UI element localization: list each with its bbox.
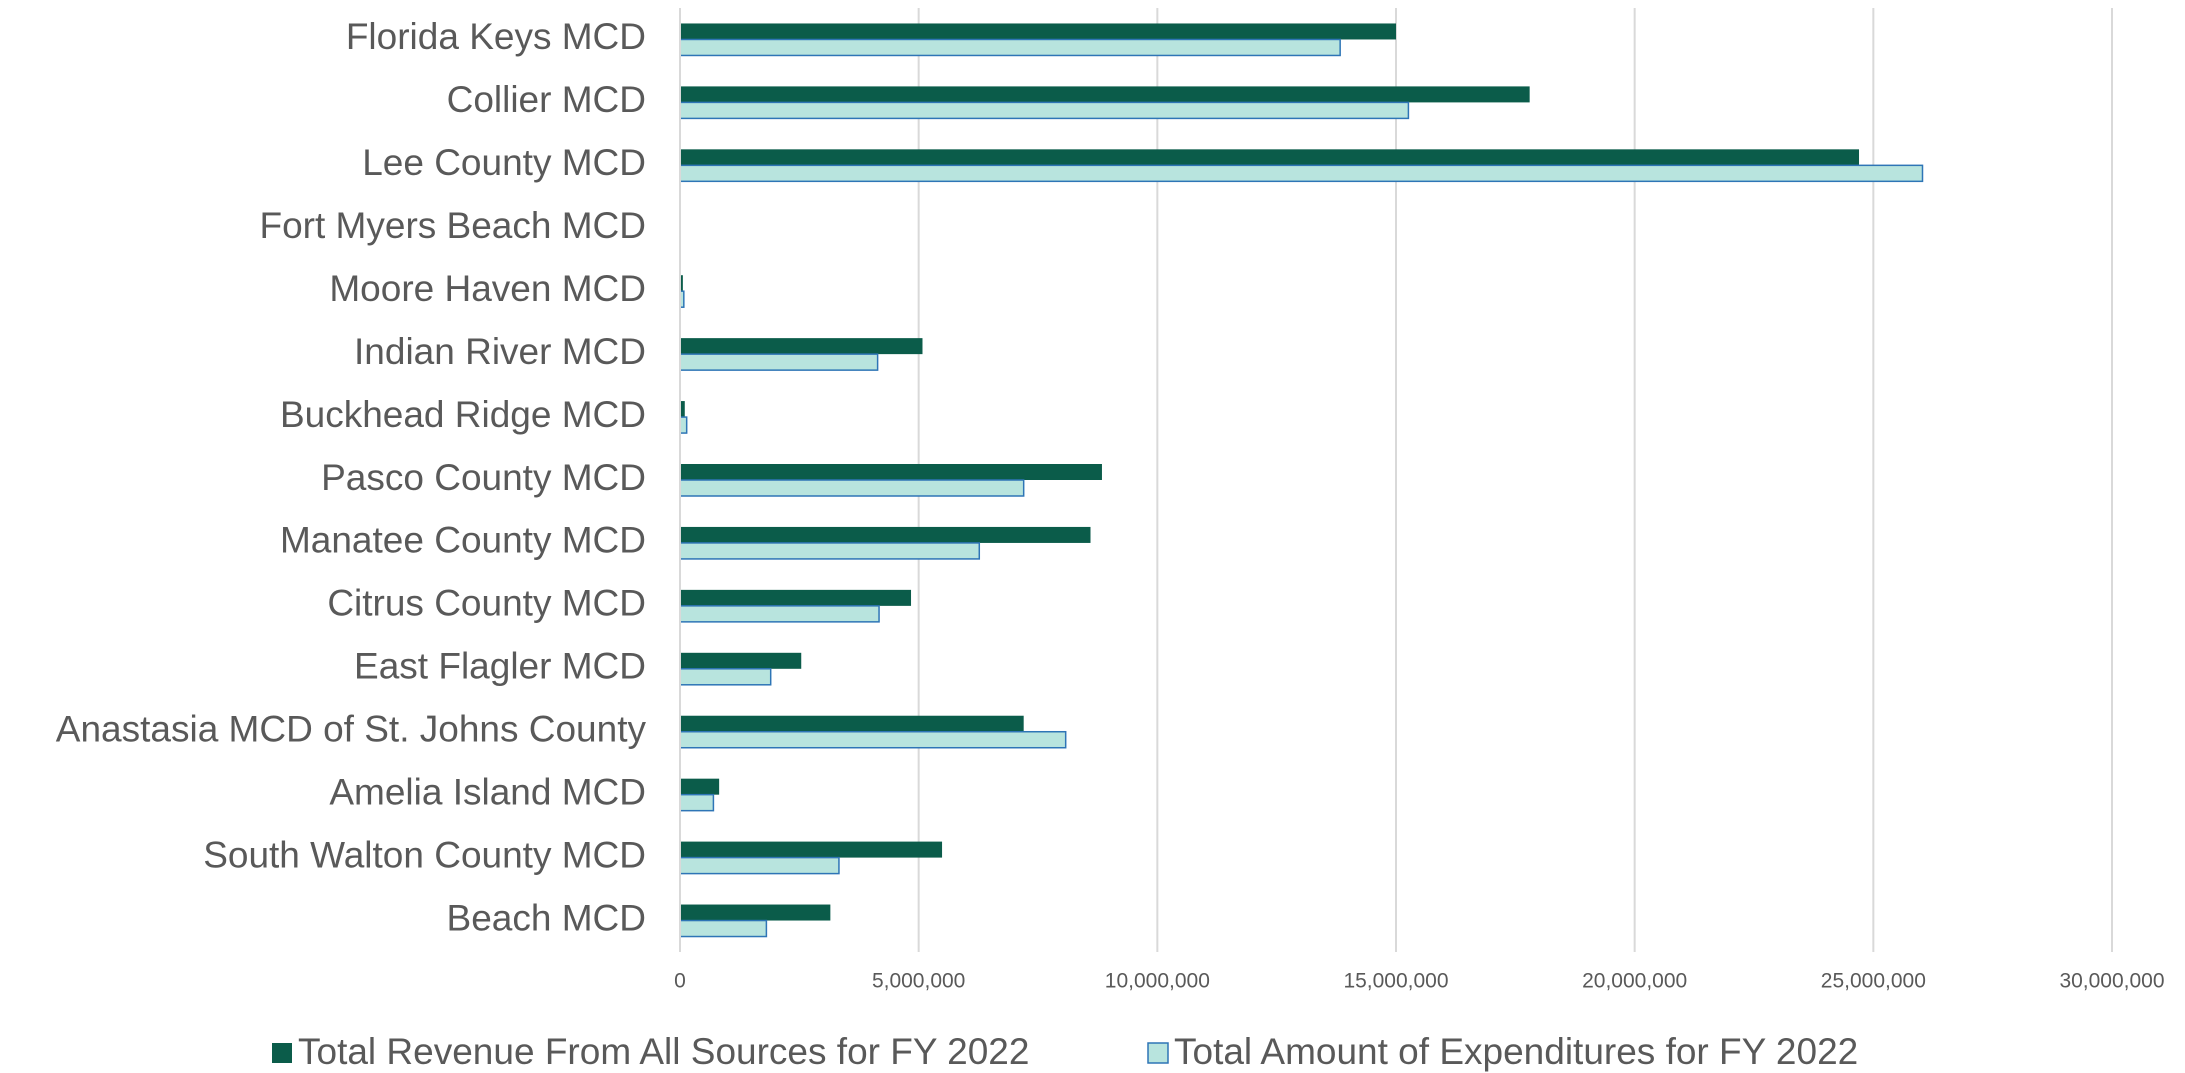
bar (679, 605, 880, 623)
bar (679, 793, 715, 812)
x-tick-label: 5,000,000 (872, 970, 965, 993)
bar (680, 275, 683, 292)
bar (679, 38, 1341, 57)
category-label: Lee County MCD (362, 142, 646, 183)
category-label: Collier MCD (447, 79, 646, 120)
category-label: Anastasia MCD of St. Johns County (56, 709, 647, 750)
category-label: Buckhead Ridge MCD (280, 394, 646, 435)
x-tick-label: 10,000,000 (1105, 970, 1210, 993)
legend-label: Total Amount of Expenditures for FY 2022 (1174, 1031, 1858, 1072)
bar (680, 149, 1860, 166)
x-tick-label: 30,000,000 (2059, 970, 2164, 993)
category-label: East Flagler MCD (354, 646, 646, 687)
bar (680, 338, 923, 355)
x-tick-label: 20,000,000 (1582, 970, 1687, 993)
bar (679, 101, 1410, 120)
bar (679, 542, 981, 560)
bar (680, 23, 1396, 40)
bar (679, 856, 840, 875)
bar (680, 904, 831, 921)
category-label: Moore Haven MCD (329, 268, 646, 309)
bar (680, 526, 1091, 543)
bar (679, 668, 772, 686)
category-label: Fort Myers Beach MCD (259, 205, 646, 246)
category-label: Beach MCD (447, 897, 646, 938)
bar (680, 589, 912, 606)
bar (680, 778, 720, 795)
legend-swatch (272, 1043, 292, 1063)
bar (680, 715, 1024, 732)
category-label: Indian River MCD (354, 331, 646, 372)
bar (679, 416, 688, 434)
category-label: Manatee County MCD (280, 520, 646, 561)
category-label: South Walton County MCD (203, 834, 646, 875)
category-label: Amelia Island MCD (329, 771, 646, 812)
bar (680, 464, 1102, 480)
category-label: Citrus County MCD (327, 583, 646, 624)
legend-label: Total Revenue From All Sources for FY 20… (298, 1031, 1029, 1072)
bar (680, 401, 685, 418)
bar (680, 86, 1530, 103)
x-tick-label: 15,000,000 (1343, 970, 1448, 993)
legend-swatch (1147, 1042, 1169, 1064)
bar (679, 479, 1025, 497)
bar (679, 353, 879, 371)
bar (679, 919, 768, 938)
bar (680, 841, 943, 858)
category-label: Pasco County MCD (321, 457, 646, 498)
bar (679, 164, 1924, 183)
x-tick-label: 25,000,000 (1821, 970, 1926, 993)
x-tick-label: 0 (674, 970, 686, 993)
category-label: Florida Keys MCD (346, 16, 646, 57)
bar (679, 730, 1067, 749)
bar (680, 652, 802, 669)
